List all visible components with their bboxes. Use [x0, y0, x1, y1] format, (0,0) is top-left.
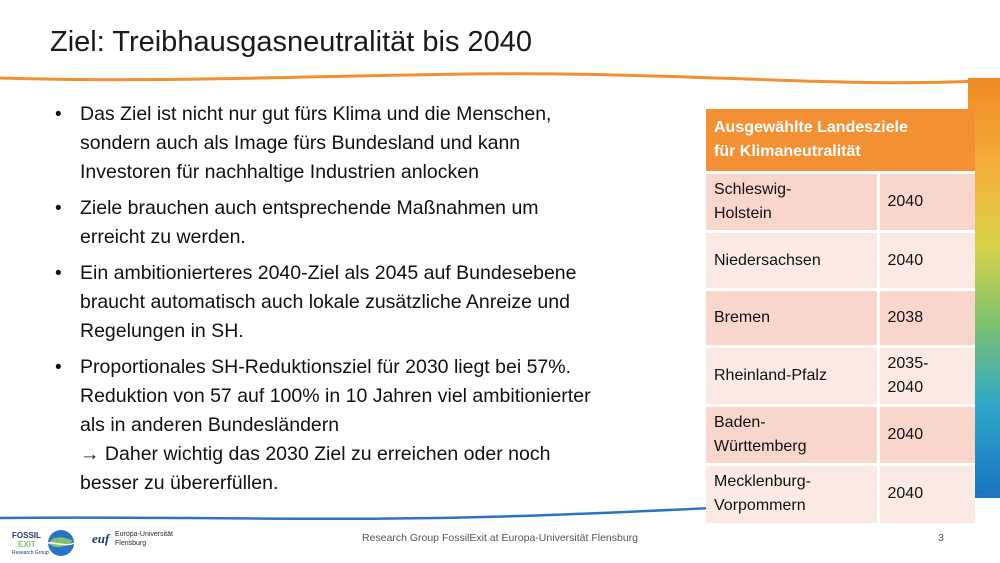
- state-cell: Bremen: [706, 288, 880, 347]
- fossilexit-text: EXIT: [18, 540, 36, 549]
- table-row: Rheinland-Pfalz 2035- 2040: [706, 345, 975, 406]
- year-cell: 2040: [878, 463, 975, 523]
- euf-mark: euf: [92, 531, 110, 546]
- bullet-dot: •: [55, 263, 62, 284]
- state-name-line: Rheinland-Pfalz: [714, 367, 827, 384]
- bullet-item-3: • Ein ambitionierteres 2040-Ziel als 204…: [55, 259, 685, 346]
- table-row: Baden- Württemberg 2040: [706, 404, 975, 465]
- table-header-line: für Klimaneutralität: [714, 143, 861, 160]
- euf-text-line: Europa-Universität: [115, 531, 173, 538]
- table-header-line: Ausgewählte Landesziele: [714, 119, 908, 136]
- year-line: 2040: [887, 251, 924, 269]
- fossilexit-text: FOSSIL: [12, 531, 41, 540]
- euf-text: Europa-Universität Flensburg: [115, 530, 173, 548]
- year-cell: 2040: [878, 230, 975, 290]
- bullet-text-line: Ziele brauchen auch entsprechende Maßnah…: [80, 197, 539, 219]
- slide-title: Ziel: Treibhausgasneutralität bis 2040: [50, 26, 533, 58]
- euf-logo: euf Europa-Universität Flensburg: [92, 528, 202, 558]
- top-orange-wave: [0, 72, 1000, 85]
- year-line: 2040: [887, 193, 924, 210]
- page-number: 3: [938, 532, 944, 544]
- bullet-text-line: sondern auch als Image fürs Bundesland u…: [80, 132, 521, 154]
- table-row: Bremen 2038: [706, 288, 975, 347]
- bullet-text-line: Regelungen in SH.: [80, 320, 244, 342]
- table-header: Ausgewählte Landesziele für Klimaneutral…: [706, 109, 975, 173]
- bullet-text-line: als in anderen Bundesländern: [80, 414, 340, 436]
- state-name-line: Mecklenburg-: [714, 473, 811, 491]
- year-line: 2038: [887, 309, 924, 326]
- globe-icon: [41, 530, 75, 556]
- year-cell: 2035- 2040: [878, 345, 975, 406]
- fossilexit-logo: FOSSIL EXIT Research Group: [6, 527, 76, 559]
- footer-text: Research Group FossilExit at Europa-Univ…: [361, 532, 639, 544]
- state-cell: Rheinland-Pfalz: [706, 345, 880, 406]
- bullet-text-line: → Daher wichtig das 2030 Ziel zu erreich…: [80, 443, 551, 465]
- year-cell: 2038: [878, 288, 975, 347]
- state-name-line: Württemberg: [714, 438, 807, 455]
- year-line: 2035-: [887, 355, 929, 372]
- bullet-dot: •: [55, 357, 62, 378]
- bullet-item-1: • Das Ziel ist nicht nur gut fürs Klima …: [55, 100, 685, 187]
- state-name-line: Holstein: [714, 205, 772, 222]
- state-name-line: Bremen: [714, 309, 771, 326]
- table-row: Niedersachsen 2040: [706, 230, 975, 290]
- fossilexit-subtext: Research Group: [12, 550, 49, 556]
- bullet-text-line: besser zu übererfüllen.: [80, 472, 279, 494]
- state-cell: Mecklenburg- Vorpommern: [706, 463, 880, 523]
- year-cell: 2040: [878, 404, 975, 465]
- bullet-dot: •: [55, 104, 62, 125]
- bullet-list: • Das Ziel ist nicht nur gut fürs Klima …: [55, 100, 685, 505]
- state-cell: Niedersachsen: [706, 230, 880, 290]
- table-row: Mecklenburg- Vorpommern 2040: [706, 463, 975, 523]
- bullet-text-line: Investoren für nachhaltige Industrien an…: [80, 161, 479, 183]
- euf-text-line: Flensburg: [115, 540, 147, 547]
- state-name-line: Baden-: [714, 414, 766, 431]
- bullet-text-line: Reduktion von 57 auf 100% in 10 Jahren v…: [80, 385, 591, 407]
- state-name-line: Vorpommern: [714, 497, 806, 515]
- state-cell: Baden- Württemberg: [706, 404, 880, 465]
- bullet-text-line: braucht automatisch auch lokale zusätzli…: [80, 291, 570, 313]
- state-name-line: Niedersachsen: [714, 251, 821, 269]
- bullet-text-line: Ein ambitionierteres 2040-Ziel als 2045 …: [80, 262, 577, 284]
- year-line: 2040: [887, 485, 924, 503]
- year-line: 2040: [887, 426, 924, 443]
- bullet-text-line: Das Ziel ist nicht nur gut fürs Klima un…: [80, 103, 552, 125]
- bullet-text-line: erreicht zu werden.: [80, 226, 246, 248]
- year-line: 2040: [887, 379, 924, 396]
- bullet-item-2: • Ziele brauchen auch entsprechende Maßn…: [55, 194, 685, 252]
- bullet-item-4: • Proportionales SH-Reduktionsziel für 2…: [55, 353, 685, 498]
- bullet-dot: •: [55, 198, 62, 219]
- state-name-line: Schleswig-: [714, 181, 792, 198]
- bullet-text-line: Proportionales SH-Reduktionsziel für 203…: [80, 356, 572, 378]
- table-row: Schleswig- Holstein 2040: [706, 171, 975, 232]
- state-cell: Schleswig- Holstein: [706, 171, 880, 232]
- state-targets-table: Ausgewählte Landesziele für Klimaneutral…: [706, 109, 975, 523]
- year-cell: 2040: [878, 171, 975, 232]
